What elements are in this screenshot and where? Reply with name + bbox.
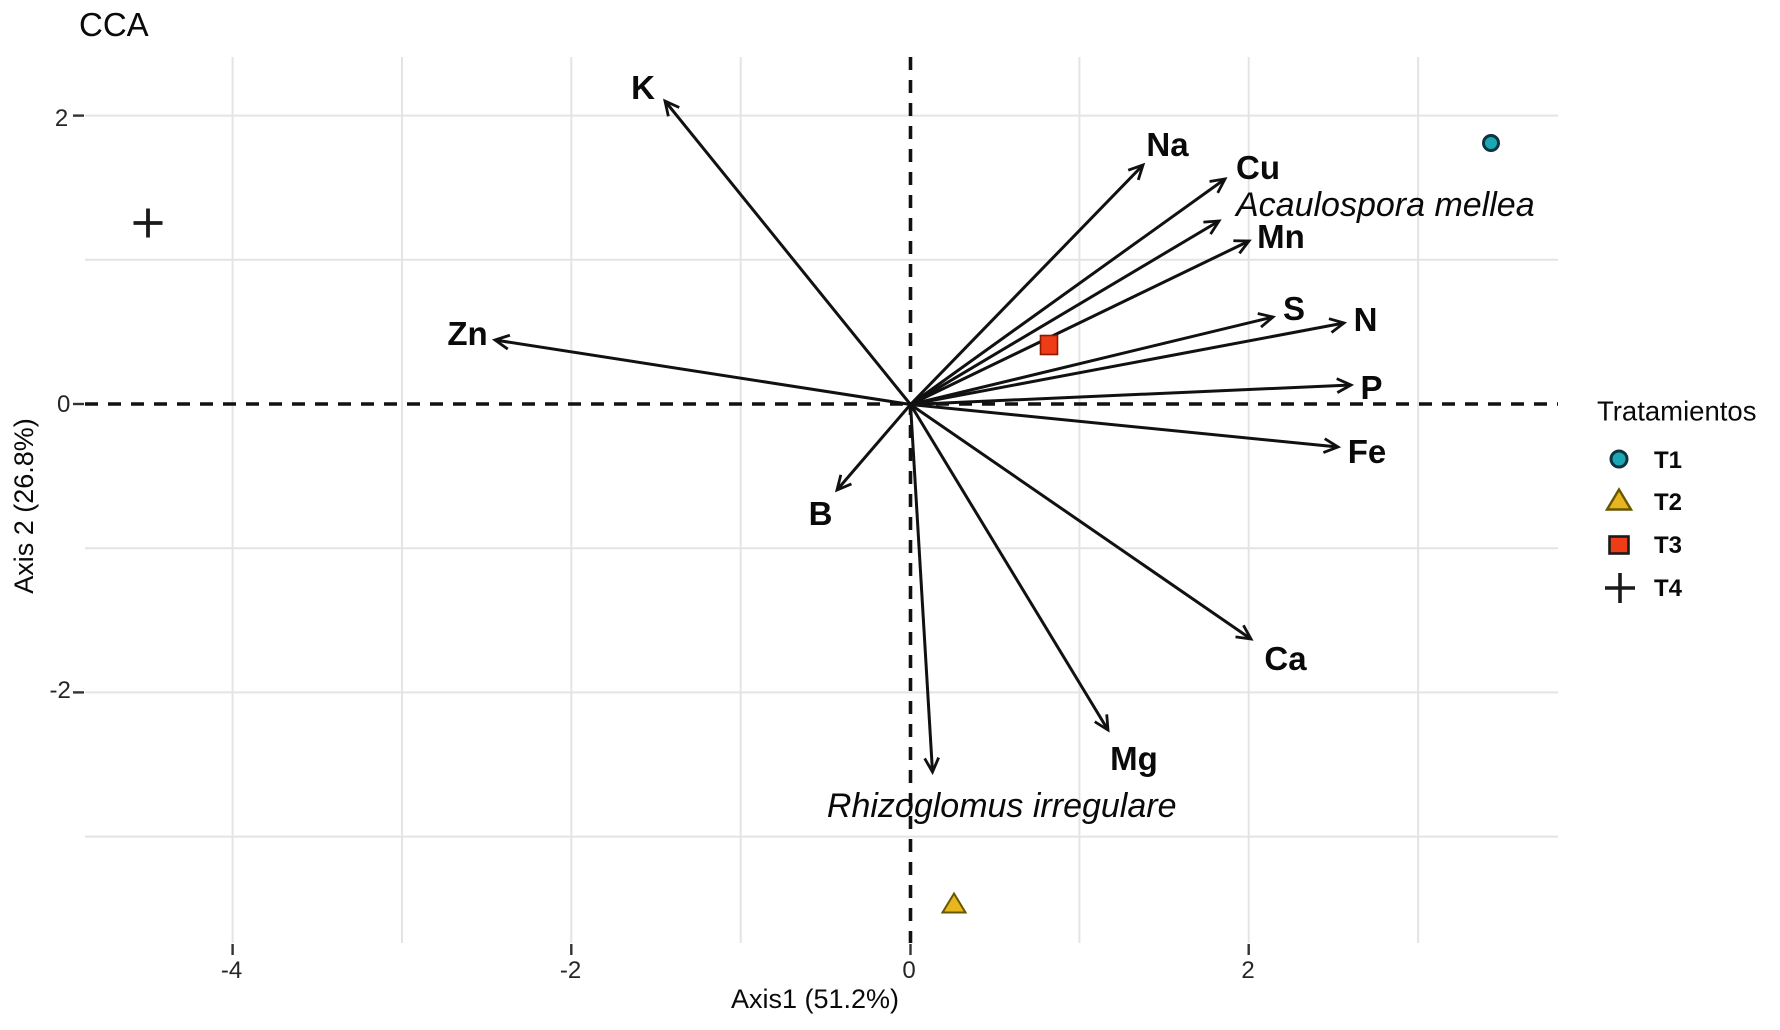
svg-text:Cu: Cu <box>1236 149 1280 186</box>
svg-text:Fe: Fe <box>1348 433 1387 470</box>
svg-text:2: 2 <box>1241 957 1254 984</box>
svg-text:T4: T4 <box>1654 575 1683 602</box>
svg-text:B: B <box>809 495 833 532</box>
svg-text:T1: T1 <box>1654 447 1682 474</box>
svg-text:N: N <box>1354 301 1378 338</box>
svg-text:CCA: CCA <box>79 6 149 43</box>
svg-text:Axis 2 (26.8%): Axis 2 (26.8%) <box>9 418 39 594</box>
svg-text:Ca: Ca <box>1264 640 1307 677</box>
svg-text:-4: -4 <box>221 957 242 984</box>
svg-text:Mn: Mn <box>1257 218 1305 255</box>
svg-text:Acaulospora mellea: Acaulospora mellea <box>1234 186 1535 224</box>
svg-text:Mg: Mg <box>1110 740 1158 777</box>
svg-text:-2: -2 <box>560 957 581 984</box>
svg-text:-2: -2 <box>50 677 71 704</box>
svg-text:K: K <box>631 69 655 106</box>
svg-text:Zn: Zn <box>447 315 487 352</box>
svg-text:T3: T3 <box>1654 532 1682 559</box>
svg-text:0: 0 <box>902 957 915 984</box>
svg-text:P: P <box>1360 369 1382 406</box>
svg-text:S: S <box>1283 290 1305 327</box>
svg-text:2: 2 <box>55 105 68 132</box>
svg-text:T2: T2 <box>1654 489 1682 516</box>
svg-text:Axis1 (51.2%): Axis1 (51.2%) <box>731 984 899 1014</box>
svg-text:Tratamientos: Tratamientos <box>1597 396 1756 427</box>
svg-text:Na: Na <box>1146 126 1189 163</box>
svg-text:Rhizoglomus irregulare: Rhizoglomus irregulare <box>827 787 1177 825</box>
svg-text:0: 0 <box>57 391 70 418</box>
